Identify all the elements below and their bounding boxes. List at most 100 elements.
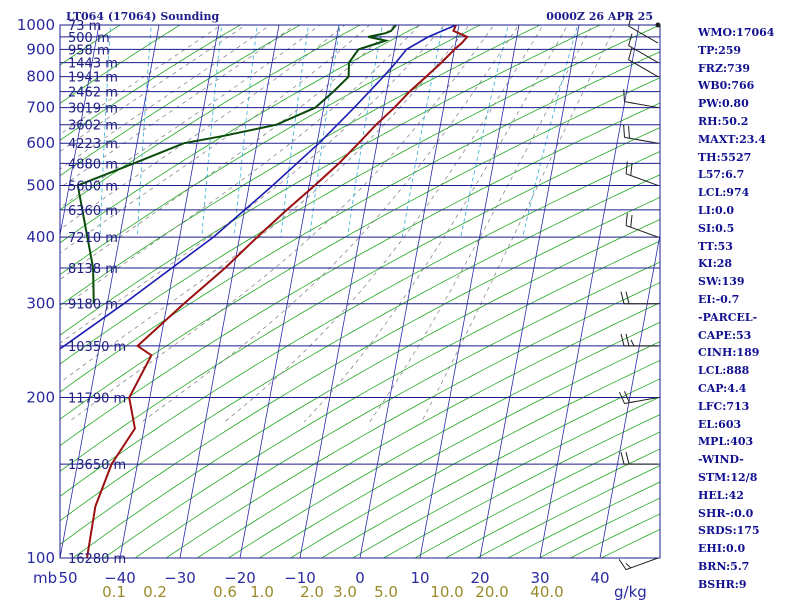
pressure-tick-label: 700 [26, 99, 55, 117]
height-level-label: 5600 m [68, 179, 118, 194]
isotherm [179, 25, 280, 558]
moist-adiabat [303, 25, 568, 423]
wind-barb-feather [625, 562, 632, 569]
moist-adiabat [141, 25, 519, 423]
wind-barb-staff [625, 173, 659, 186]
dry-adiabat [72, 219, 660, 558]
wind-barb-feather [625, 291, 630, 304]
height-level-label: 3602 m [68, 119, 118, 134]
parcel-trace-line [60, 25, 457, 350]
index-item: -PARCEL- [698, 310, 758, 324]
height-level-label: 1443 m [68, 57, 118, 72]
height-level-label: 958 m [68, 43, 110, 58]
pressure-tick-label: 1000 [17, 16, 55, 34]
mixing-ratio-tick-label: 0.2 [143, 583, 167, 600]
height-level-label: 16280 m [68, 552, 126, 567]
mixing-ratio-tick-label: 1.0 [250, 583, 274, 600]
pressure-tick-label: 400 [26, 228, 55, 246]
wind-barb-feather [619, 391, 625, 404]
temperature-tick-label: −30 [164, 569, 196, 587]
dry-adiabat [60, 174, 660, 522]
wind-barb-staff [628, 25, 659, 44]
wind-barb-staff [624, 397, 659, 404]
height-level-label: 4880 m [68, 157, 118, 172]
wind-barb-staff [625, 557, 659, 571]
index-item: STM:12/8 [698, 470, 758, 484]
mixing-ratio-tick-label: 40.0 [530, 583, 563, 600]
index-item: EI:-0.7 [698, 292, 740, 306]
wind-barb-feather [625, 452, 630, 465]
wind-barb-feather [628, 14, 633, 27]
plot-frame [59, 24, 661, 559]
index-item: WMO:17064 [698, 26, 775, 39]
mixing-ratio-tick-label: 5.0 [374, 583, 398, 600]
moist-adiabat [60, 25, 271, 170]
wind-barb-feather [620, 452, 625, 465]
height-level-label: 500 m [68, 31, 110, 46]
height-level-label: 3019 m [68, 102, 118, 117]
wind-barb-layer [618, 14, 661, 571]
wind-barb-feather [620, 291, 625, 304]
dry-adiabat [60, 25, 660, 365]
isotherm [419, 25, 520, 558]
mixing-ratio-line [347, 25, 383, 238]
isotherm [299, 25, 400, 558]
pressure-tick-label: 600 [26, 134, 55, 152]
index-item: -WIND- [698, 453, 744, 467]
isotherm [60, 25, 100, 238]
index-item: SHR-:0.0 [698, 506, 754, 520]
dry-adiabat [60, 77, 660, 420]
isotherm [359, 25, 460, 558]
index-item: BRN:5.7 [698, 559, 750, 573]
height-level-label: 6360 m [68, 204, 118, 219]
dewpoint-line [76, 25, 397, 304]
wind-barb-feather [623, 89, 626, 102]
wind-barb-staff [624, 101, 659, 109]
temperature-tick-label: −20 [224, 569, 256, 587]
index-item: SW:139 [698, 275, 745, 289]
profile-layer [60, 25, 469, 558]
temperature-tick-label: 0 [355, 569, 365, 587]
height-level-label: 1941 m [68, 71, 118, 86]
index-item: MPL:403 [698, 435, 754, 449]
temperature-tick-label: −40 [104, 569, 136, 587]
wind-barb-feather [625, 213, 628, 226]
dry-adiabat [60, 25, 241, 141]
moist-adiabat [68, 25, 495, 423]
pressure-tick-label: 900 [26, 40, 55, 58]
index-item: L57:6.7 [698, 168, 745, 182]
mixing-ratio-line [201, 25, 223, 238]
wind-barb-feather [630, 163, 633, 176]
mixing-ratio-tick-label: 10.0 [430, 583, 463, 600]
height-level-label: 13650 m [68, 458, 126, 473]
dry-adiabat [60, 25, 181, 104]
wind-barb-feather [628, 33, 633, 46]
pressure-tick-label: 300 [26, 295, 55, 313]
isotherm [60, 25, 160, 558]
temperature-tick-label: 50 [58, 569, 77, 587]
index-item: CINH:189 [698, 346, 760, 360]
height-level-label: 73 m [68, 19, 101, 34]
wind-barb-feather [630, 339, 635, 347]
dry-adiabat [60, 25, 421, 244]
moist-adiabat [60, 25, 296, 189]
moist-adiabat [60, 25, 470, 384]
index-item: LCL:888 [698, 364, 750, 378]
wind-barb-feather [630, 214, 633, 228]
index-item: TP:259 [698, 43, 742, 57]
moist-adiabat [60, 25, 321, 209]
pressure-tick-label: 500 [26, 176, 55, 194]
index-item: BSHR:9 [698, 577, 747, 591]
dry-adiabat [196, 302, 660, 558]
isotherm [119, 25, 220, 558]
x-unit-label: mb [33, 569, 57, 587]
dry-adiabat [60, 196, 660, 545]
pressure-tick-label: 800 [26, 68, 55, 86]
calm-wind-marker [655, 22, 661, 28]
mixing-ratio-tick-label: 3.0 [333, 583, 357, 600]
index-item: CAPE:53 [698, 328, 752, 342]
height-level-label: 10350 m [68, 340, 126, 355]
dry-adiabat [134, 261, 660, 558]
index-item: SI:0.5 [698, 221, 735, 235]
